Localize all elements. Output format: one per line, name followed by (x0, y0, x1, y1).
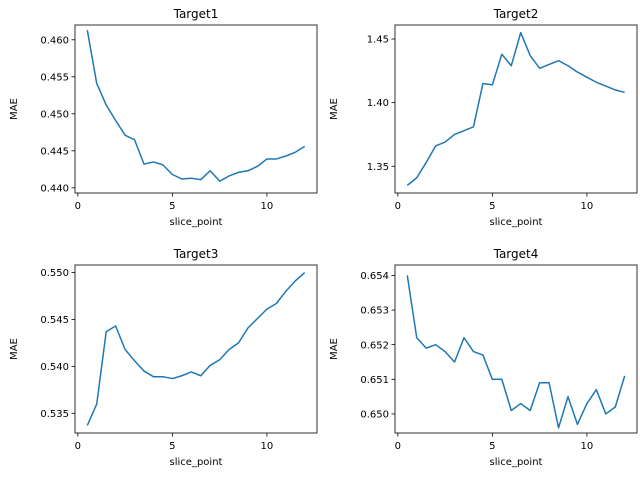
y-tick-label: 0.545 (40, 315, 69, 326)
plot-frame (394, 24, 638, 194)
subplot-4: 0 5 10 0.650 0.651 0.652 0.653 0.654 Target4 slic… (329, 247, 638, 468)
plot-frame (74, 264, 318, 434)
subplot-1: 0 5 10 0.440 0.445 0.450 0.455 0.460 Target1 slic… (9, 7, 318, 228)
y-tick-label: 0.652 (360, 340, 389, 351)
x-tick-label: 0 (75, 441, 81, 452)
y-axis-label: MAE (9, 98, 20, 120)
x-axis-label: slice_point (490, 217, 543, 228)
x-tick-label: 10 (261, 201, 274, 212)
chart-title: Target4 (493, 247, 539, 261)
x-axis-label: slice_point (170, 217, 223, 228)
y-tick-label: 0.650 (360, 410, 389, 421)
y-tick-label: 0.550 (40, 268, 69, 279)
y-tick-label: 0.653 (360, 306, 389, 317)
y-axis-label: MAE (9, 338, 20, 360)
x-tick-label: 10 (261, 441, 274, 452)
chart-title: Target3 (173, 247, 219, 261)
x-tick-label: 0 (75, 201, 81, 212)
chart-title: Target1 (173, 7, 219, 21)
y-axis-label: MAE (329, 338, 340, 360)
y-tick-label: 0.440 (40, 183, 69, 194)
series-line (406, 31, 625, 186)
y-tick-label: 0.460 (40, 35, 69, 46)
x-tick-label: 0 (395, 201, 401, 212)
x-axis-label: slice_point (170, 457, 223, 468)
x-tick-label: 5 (489, 441, 495, 452)
x-tick-label: 0 (395, 441, 401, 452)
series-line (86, 30, 306, 182)
series-line (406, 275, 626, 429)
series-line (86, 271, 306, 426)
subplot-2: 0 5 10 1.35 1.40 1.45 Target2 slice_point MAE (329, 7, 638, 228)
y-tick-label: 0.540 (40, 362, 69, 373)
y-tick-label: 1.35 (367, 162, 389, 173)
y-axis-label: MAE (329, 98, 340, 120)
y-tick-label: 0.455 (40, 72, 69, 83)
y-tick-label: 1.45 (367, 35, 389, 46)
chart-title: Target2 (493, 7, 539, 21)
x-tick-label: 10 (581, 201, 594, 212)
y-tick-label: 0.651 (360, 375, 389, 386)
y-tick-label: 0.445 (40, 146, 69, 157)
y-tick-label: 0.535 (40, 409, 69, 420)
x-tick-label: 5 (489, 201, 495, 212)
x-tick-label: 10 (581, 441, 594, 452)
y-tick-label: 1.40 (367, 98, 389, 109)
x-axis-label: slice_point (490, 457, 543, 468)
plot-frame (394, 264, 638, 434)
subplot-3: 0 5 10 0.535 0.540 0.545 0.550 Target3 slice_poi… (9, 247, 318, 468)
y-tick-label: 0.654 (360, 271, 389, 282)
plot-frame (74, 24, 318, 194)
y-tick-label: 0.450 (40, 109, 69, 120)
x-tick-label: 5 (169, 201, 175, 212)
x-tick-label: 5 (169, 441, 175, 452)
